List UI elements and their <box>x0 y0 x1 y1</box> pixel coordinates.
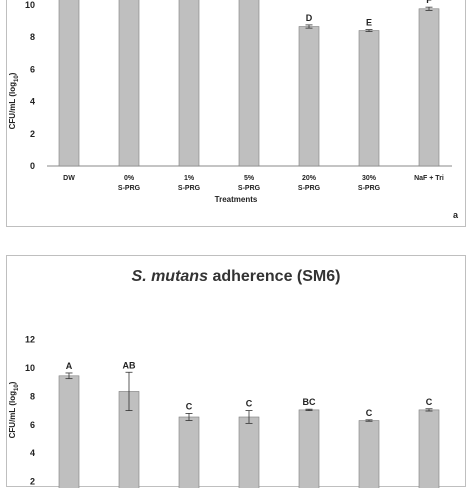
bar-a-3 <box>178 0 200 167</box>
chart-title-b: S. mutans adherence (SM6) <box>7 268 465 286</box>
chart-title-b-species: S. mutans <box>131 268 208 285</box>
y-axis-title-a: CFU/mL (log10) <box>8 72 20 129</box>
significance-letter-b-6: C <box>366 408 373 418</box>
significance-letter-b-3: C <box>186 401 193 411</box>
x-tick-label-a-7: NaF + Tri <box>414 175 444 182</box>
y-tick-label-b: 2 <box>30 477 35 487</box>
significance-letter-b-1: A <box>66 361 73 371</box>
significance-letter-b-4: C <box>246 399 253 409</box>
bar-a-2 <box>118 0 140 167</box>
y-tick-label-a: 6 <box>30 64 35 74</box>
significance-letter-b-5: BC <box>303 397 316 407</box>
chart-panel-b: S. mutans adherence (SM6) CFU/mL (log10)… <box>6 255 466 488</box>
x-tick-label-a-6: 30% <box>362 175 377 182</box>
bar-b-3 <box>178 416 200 488</box>
bar-a-5 <box>298 26 320 167</box>
x-tick-label-a-6: S-PRG <box>358 185 381 192</box>
y-tick-label-a: 10 <box>25 0 35 10</box>
x-tick-label-a-3: S-PRG <box>178 185 201 192</box>
panel-letter-a: a <box>453 210 459 220</box>
y-tick-label-b: 6 <box>30 420 35 430</box>
x-tick-label-a-4: 5% <box>244 175 255 182</box>
significance-letter-a-5: D <box>306 13 313 23</box>
bar-a-6 <box>358 30 380 167</box>
y-tick-label-b: 8 <box>30 391 35 401</box>
bar-chart-b: CFU/mL (log10) 2 4 6 8 10 12 A AB C C BC C C <box>8 335 440 488</box>
chart-title-b-rest: adherence (SM6) <box>212 268 341 285</box>
bar-b-7 <box>418 409 440 488</box>
y-axis-title-b: CFU/mL (log10) <box>8 381 20 438</box>
y-tick-label-b: 10 <box>25 363 35 373</box>
y-tick-label-a: 4 <box>30 97 35 107</box>
x-tick-label-a-3: 1% <box>184 175 195 182</box>
significance-letter-b-2: AB <box>123 360 136 370</box>
y-tick-label-a: 8 <box>30 32 35 42</box>
y-tick-label-a: 2 <box>30 129 35 139</box>
bar-b-6 <box>358 420 380 488</box>
bar-b-1 <box>58 375 80 488</box>
significance-letter-b-7: C <box>426 397 433 407</box>
significance-letter-a-6: E <box>366 18 372 28</box>
x-tick-label-a-4: S-PRG <box>238 185 261 192</box>
significance-letter-a-7: F <box>426 0 432 5</box>
bar-a-4 <box>238 0 260 167</box>
bar-a-7 <box>418 8 440 167</box>
bar-b-5 <box>298 409 320 488</box>
y-tick-label-b: 12 <box>25 335 35 345</box>
y-tick-label-a: 0 <box>30 161 35 171</box>
x-tick-label-a-2: 0% <box>124 175 135 182</box>
y-tick-label-b: 4 <box>30 448 35 458</box>
x-tick-label-a-5: 20% <box>302 175 317 182</box>
bar-chart-a: CFU/mL (log10)0246810DW0%S-PRGA1%S-PRG5%… <box>8 0 452 192</box>
bar-b-4 <box>238 416 260 488</box>
x-tick-label-a-1: DW <box>63 175 75 182</box>
chart-panel-a: CFU/mL (log10)0246810DW0%S-PRGA1%S-PRG5%… <box>6 0 466 227</box>
x-tick-label-a-2: S-PRG <box>118 185 141 192</box>
x-axis-title-a: Treatments <box>214 195 258 204</box>
bar-a-1 <box>58 0 80 167</box>
x-tick-label-a-5: S-PRG <box>298 185 321 192</box>
